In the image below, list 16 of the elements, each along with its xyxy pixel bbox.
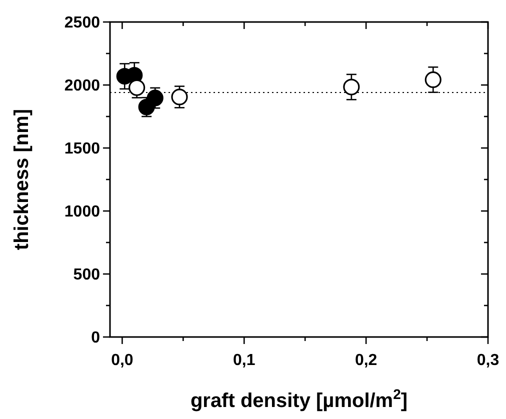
x-tick-label: 0,1 — [233, 352, 256, 369]
y-tick-label: 2000 — [64, 78, 100, 95]
x-axis-title: graft density [µmol/m$^{2}$] — [190, 386, 408, 412]
y-tick-label: 500 — [73, 266, 100, 284]
y-tick-label: 1500 — [64, 140, 100, 158]
y-axis-title: thickness [nm] — [11, 108, 33, 250]
point — [171, 88, 188, 106]
y-tick-label: 0 — [91, 330, 100, 347]
x-tick-label: 0,3 — [476, 352, 500, 369]
y-tick-label: 1000 — [64, 204, 100, 221]
x-tick-label: 0,0 — [111, 352, 134, 369]
point — [128, 79, 146, 96]
x-tick-label: 0,2 — [354, 352, 378, 369]
y-tick-label: 2500 — [64, 14, 100, 32]
point — [343, 78, 360, 96]
point — [424, 71, 442, 88]
